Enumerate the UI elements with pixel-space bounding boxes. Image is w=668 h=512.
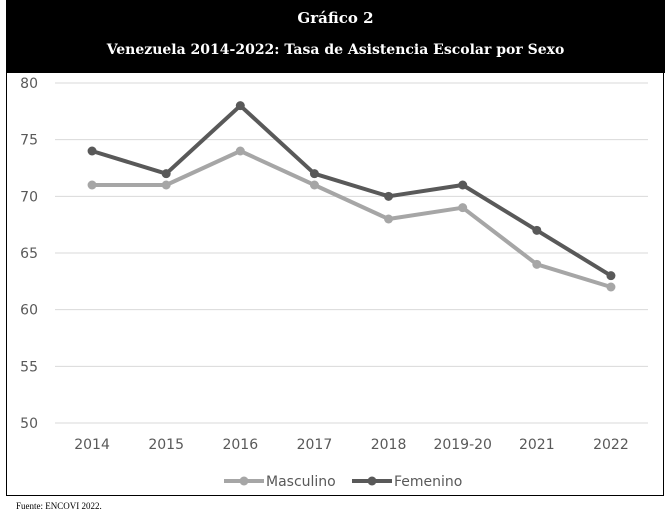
y-tick-label: 80 — [20, 76, 38, 92]
y-tick-label: 65 — [20, 246, 38, 262]
x-tick-label: 2018 — [371, 437, 407, 453]
series-lines — [87, 101, 616, 292]
y-tick-label: 55 — [20, 359, 38, 375]
data-point — [87, 180, 97, 190]
data-point — [458, 180, 468, 190]
data-point — [606, 282, 616, 292]
y-tick-label: 60 — [20, 303, 38, 319]
x-axis: 2014 2015 2016 2017 2018 2019-20 2021 2022 — [74, 437, 629, 453]
series-femenino — [87, 101, 616, 281]
line-chart: 50 55 60 65 70 75 80 2014 2015 2016 2017 2018 2019-… — [20, 76, 648, 490]
x-tick-label: 2015 — [148, 437, 184, 453]
y-tick-label: 50 — [20, 416, 38, 432]
data-point — [161, 169, 171, 179]
x-tick-label: 2022 — [593, 437, 629, 453]
chart-number: Gráfico 2 — [297, 9, 374, 27]
x-tick-label: 2021 — [519, 437, 555, 453]
chart-title: Venezuela 2014-2022: Tasa de Asistencia … — [106, 42, 565, 58]
x-tick-label: 2014 — [74, 437, 110, 453]
data-point — [606, 271, 616, 281]
data-point — [532, 259, 542, 269]
gridlines — [55, 82, 648, 424]
data-point — [384, 214, 394, 224]
x-tick-label: 2016 — [222, 437, 258, 453]
data-point — [532, 225, 542, 235]
x-tick-label: 2019-20 — [433, 437, 492, 453]
data-point — [87, 146, 97, 156]
legend-marker — [367, 476, 377, 486]
chart-frame — [6, 73, 664, 496]
y-tick-label: 70 — [20, 189, 38, 205]
data-point — [458, 203, 468, 213]
data-point — [309, 169, 319, 179]
series-masculino — [87, 146, 616, 292]
chart-header: Gráfico 2 Venezuela 2014-2022: Tasa de A… — [6, 0, 665, 73]
y-axis: 50 55 60 65 70 75 80 — [20, 76, 38, 432]
source-note: Fuente: ENCOVI 2022. — [16, 501, 102, 511]
data-point — [235, 101, 245, 111]
data-point — [235, 146, 245, 156]
data-point — [309, 180, 319, 190]
legend: Masculino Femenino — [224, 474, 462, 490]
legend-label: Masculino — [266, 474, 336, 490]
legend-label: Femenino — [394, 474, 462, 490]
data-point — [161, 180, 171, 190]
data-point — [384, 191, 394, 201]
series-line — [92, 149, 612, 289]
x-tick-label: 2017 — [297, 437, 333, 453]
y-tick-label: 75 — [20, 133, 38, 149]
legend-marker — [239, 476, 249, 486]
series-line — [91, 103, 612, 278]
